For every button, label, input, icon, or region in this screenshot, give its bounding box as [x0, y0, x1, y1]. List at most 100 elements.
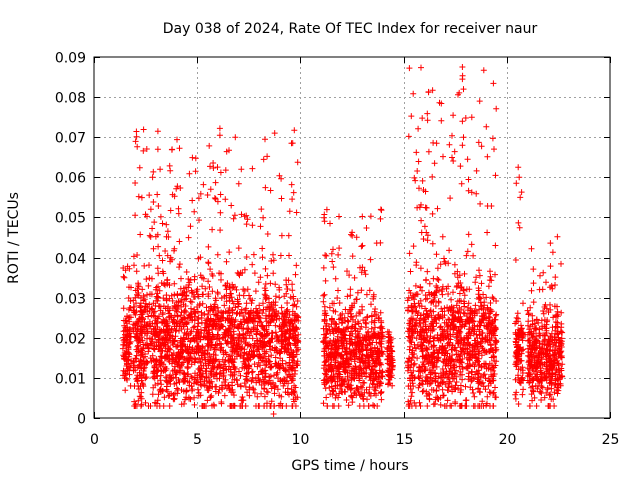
- data-point: [272, 322, 279, 329]
- data-point: [345, 402, 352, 409]
- data-point: [150, 309, 157, 316]
- data-point: [235, 245, 242, 252]
- data-point: [373, 240, 380, 247]
- data-point: [446, 380, 453, 387]
- data-point: [490, 403, 497, 409]
- data-point: [164, 388, 171, 395]
- data-point: [465, 187, 472, 194]
- data-point: [256, 318, 262, 325]
- data-point: [195, 386, 202, 393]
- data-point: [423, 276, 430, 283]
- data-point: [231, 212, 238, 219]
- data-point: [156, 303, 163, 310]
- data-point: [429, 210, 436, 217]
- data-point: [133, 268, 140, 275]
- data-point: [255, 279, 262, 286]
- data-point: [192, 155, 199, 162]
- data-point: [175, 356, 182, 363]
- data-point: [146, 232, 153, 239]
- data-point: [130, 253, 137, 260]
- data-point: [263, 318, 270, 325]
- data-point: [164, 252, 171, 259]
- data-point: [128, 284, 134, 291]
- data-point: [229, 382, 236, 389]
- data-point: [208, 368, 215, 375]
- data-point: [150, 245, 157, 252]
- data-point: [218, 313, 225, 320]
- data-point: [424, 403, 431, 409]
- data-point: [219, 310, 226, 317]
- data-point: [167, 346, 174, 353]
- data-point: [185, 284, 192, 291]
- data-point: [203, 328, 210, 335]
- data-point: [236, 330, 243, 337]
- data-point: [263, 388, 270, 395]
- y-tick-label: 0.02: [55, 332, 86, 348]
- data-point: [289, 196, 296, 203]
- data-point: [463, 252, 470, 259]
- data-point: [518, 189, 525, 196]
- data-point: [295, 317, 302, 324]
- data-point: [439, 233, 446, 240]
- data-point: [459, 64, 466, 70]
- data-point: [124, 332, 131, 339]
- data-point: [336, 245, 343, 252]
- data-point: [549, 249, 556, 256]
- data-point: [492, 384, 498, 391]
- data-point: [184, 326, 191, 333]
- data-point: [547, 240, 554, 247]
- data-point: [122, 267, 129, 274]
- data-point: [533, 403, 540, 409]
- data-point: [135, 386, 142, 392]
- data-point: [199, 274, 205, 281]
- data-point: [133, 355, 140, 362]
- data-point: [429, 240, 436, 247]
- data-point: [464, 156, 471, 163]
- data-point: [183, 321, 190, 327]
- chart-title: Day 038 of 2024, Rate Of TEC Index for r…: [163, 21, 538, 37]
- data-point: [156, 287, 163, 294]
- data-point: [184, 363, 191, 370]
- data-point: [214, 342, 221, 349]
- data-point: [251, 270, 258, 277]
- x-axis-label: GPS time / hours: [291, 458, 408, 474]
- data-point: [330, 264, 337, 271]
- data-point: [409, 389, 416, 396]
- data-point: [241, 360, 248, 367]
- data-point: [269, 345, 276, 352]
- data-point: [472, 403, 478, 409]
- data-point: [138, 194, 145, 201]
- data-point: [189, 386, 196, 393]
- data-point: [195, 255, 202, 262]
- data-point: [271, 403, 277, 409]
- data-point: [322, 385, 329, 392]
- data-point: [288, 318, 295, 325]
- data-point: [294, 159, 301, 166]
- data-point: [289, 349, 296, 356]
- data-point: [207, 394, 214, 401]
- data-point: [138, 389, 145, 396]
- data-point: [261, 386, 268, 392]
- data-point: [272, 354, 279, 361]
- data-point: [149, 391, 156, 398]
- data-point: [434, 205, 441, 212]
- data-point: [135, 193, 142, 200]
- data-point: [169, 146, 176, 153]
- data-point: [145, 282, 152, 289]
- data-point: [210, 333, 217, 340]
- data-point: [177, 185, 184, 191]
- data-point: [289, 140, 296, 147]
- data-point: [267, 319, 274, 326]
- data-point: [552, 274, 559, 281]
- data-point: [232, 134, 239, 141]
- data-point: [293, 303, 300, 310]
- data-point: [216, 358, 223, 365]
- data-point: [290, 389, 297, 396]
- data-point: [286, 208, 293, 215]
- data-point: [255, 359, 262, 366]
- data-point: [278, 393, 285, 400]
- data-point: [241, 346, 248, 353]
- data-point: [413, 149, 420, 156]
- data-point: [185, 234, 192, 241]
- data-point: [264, 231, 271, 237]
